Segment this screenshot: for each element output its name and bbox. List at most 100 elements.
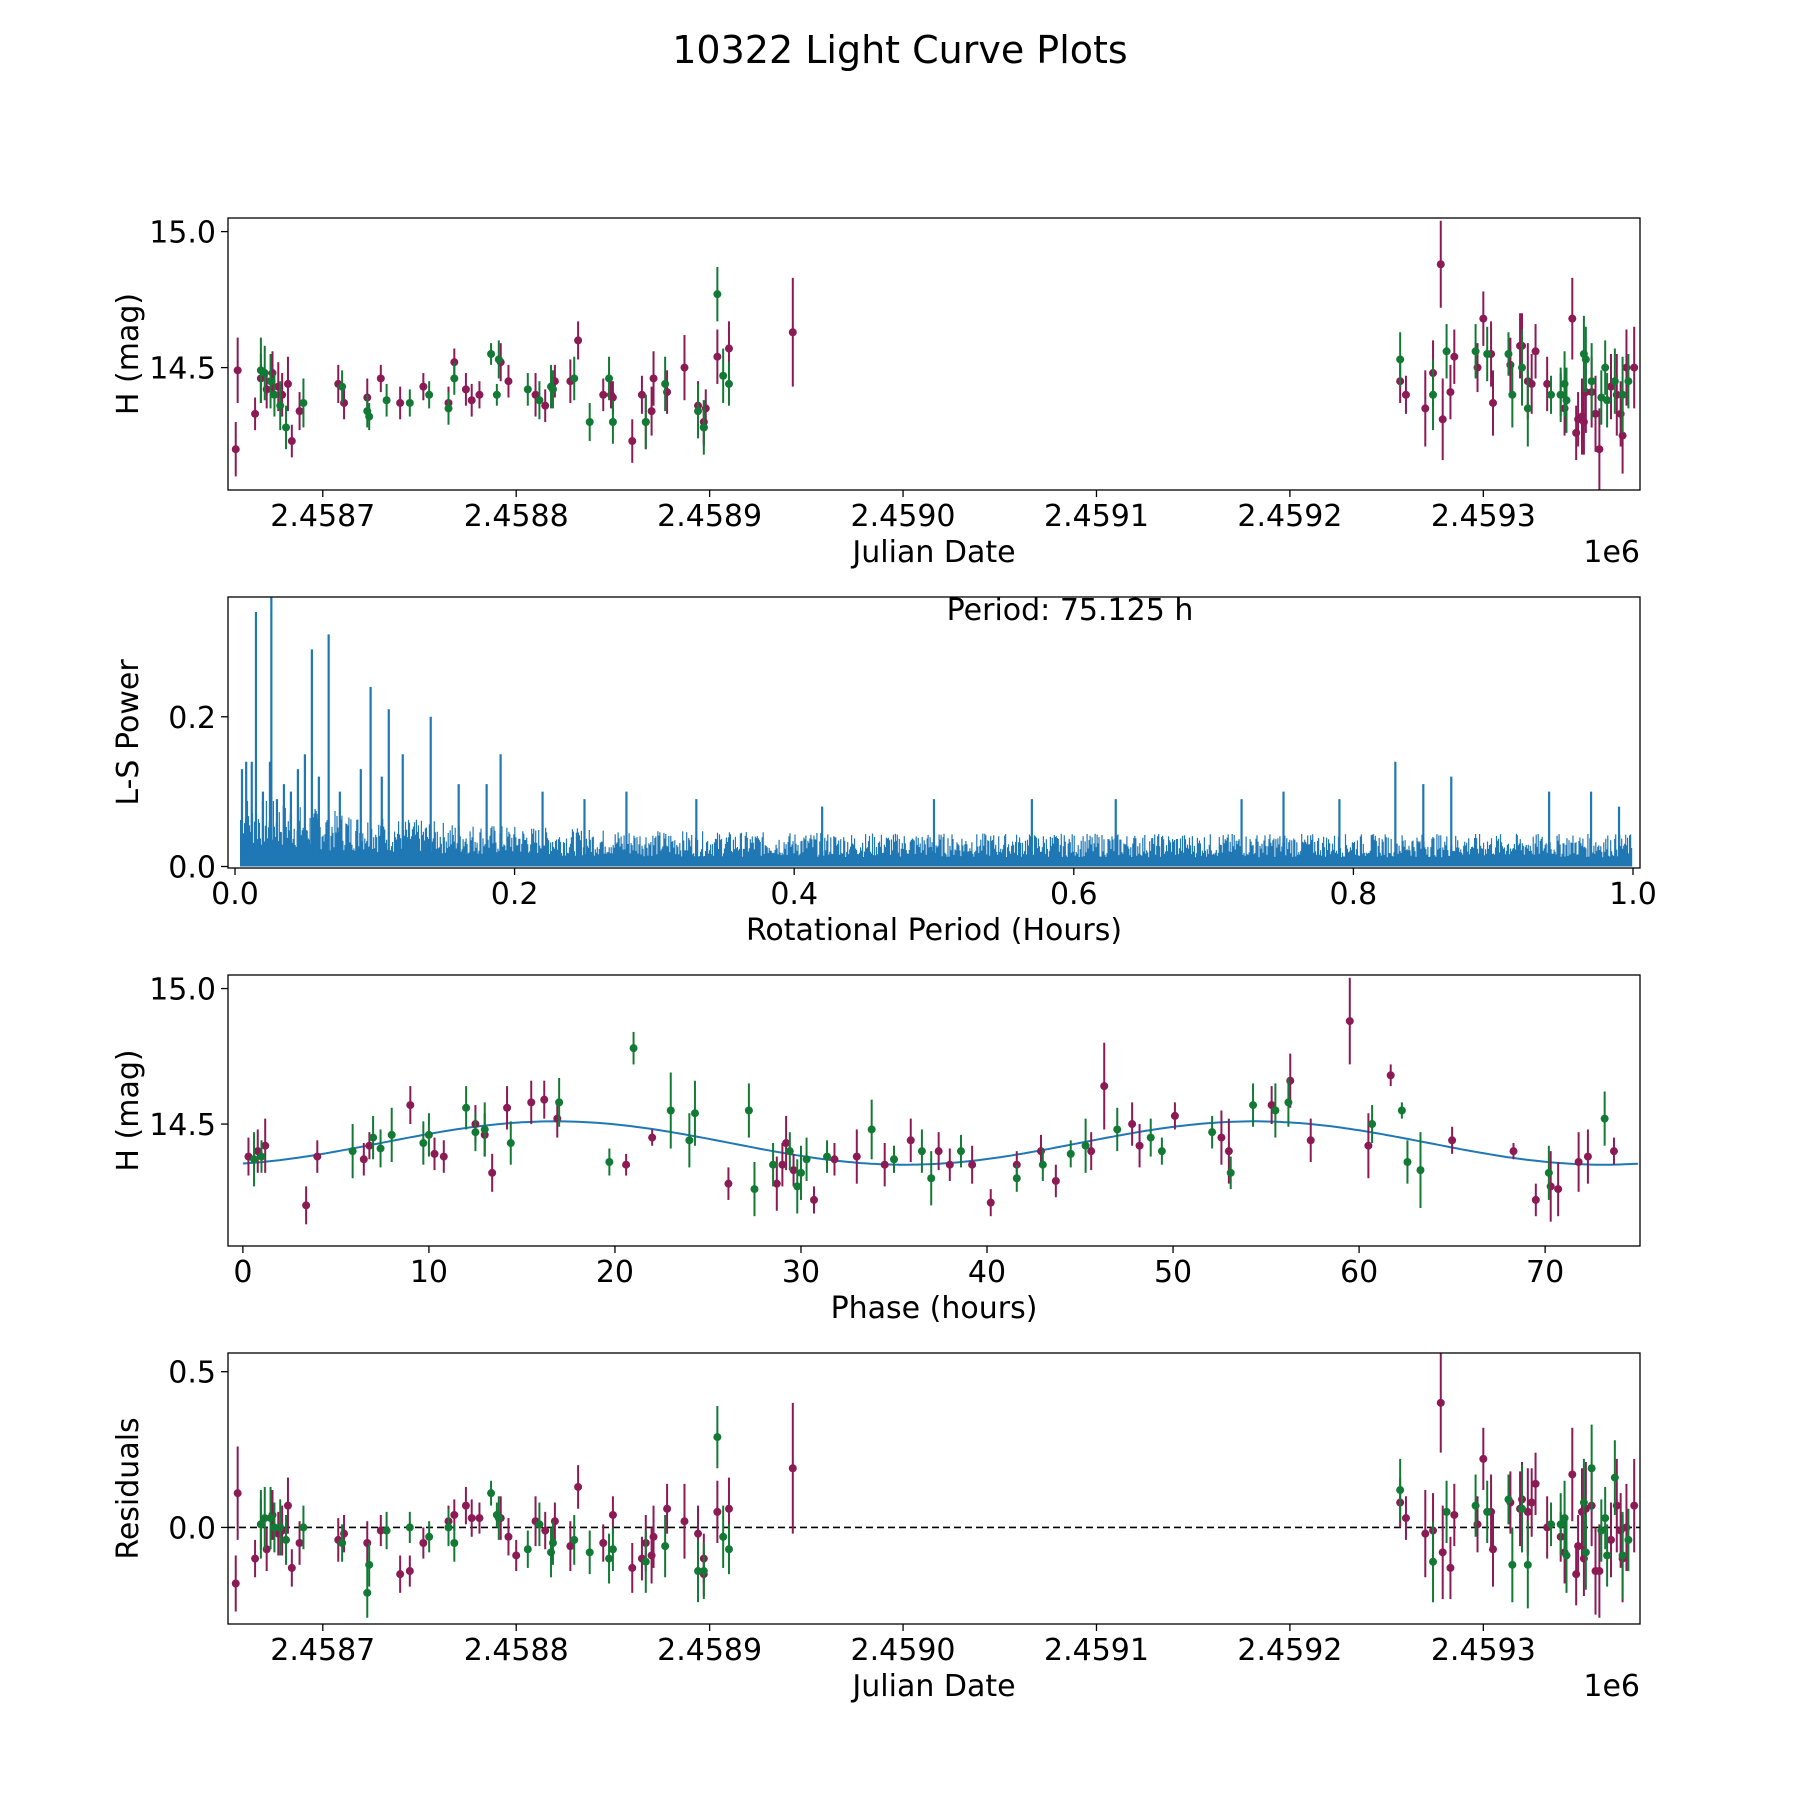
marker [283,1501,292,1510]
marker [1574,1157,1583,1166]
data-point-purple [541,389,550,422]
marker [1568,1470,1577,1479]
data-point-purple [628,1543,637,1593]
data-point-purple [810,1186,819,1214]
data-point-green [523,1530,532,1568]
marker [282,423,291,432]
marker [1208,1128,1217,1137]
marker [1600,1114,1609,1123]
marker [302,1201,311,1210]
x-tick-label: 2.4590 [851,1633,956,1668]
marker [599,1539,608,1548]
axes-frame [227,217,1641,491]
marker [1601,1514,1610,1523]
data-point-green [1012,1164,1021,1192]
x-tick-label: 2.4590 [851,499,956,534]
marker [823,1152,832,1161]
marker [719,1532,728,1541]
data-point-green [666,1072,675,1149]
data-point-purple [1448,1126,1457,1154]
data-point-green [1581,326,1590,393]
marker [663,1504,672,1513]
marker [1624,1535,1633,1544]
x-tick-label: 2.4593 [1431,499,1536,534]
data-point-green [1523,370,1532,447]
x-tick-label: 40 [968,1255,1006,1290]
data-point-purple [880,1143,889,1187]
data-point-green [1618,1511,1627,1600]
marker [1217,1133,1226,1142]
data-point-purple [531,373,540,417]
marker [713,290,722,299]
marker [1556,390,1565,399]
marker [1438,1548,1447,1557]
data-point-purple [233,337,242,403]
marker [1284,1098,1293,1107]
marker [1606,1535,1615,1544]
marker [1170,1111,1179,1120]
marker [444,1523,453,1532]
marker [475,1514,484,1523]
data-point-green [257,1140,266,1173]
marker [419,1539,428,1548]
data-point-purple [503,1086,512,1130]
data-point-purple [313,1140,322,1173]
data-point-purple [1421,1490,1430,1578]
marker [535,396,544,405]
marker [494,355,503,364]
y-tick-label: 0.2 [168,701,216,736]
data-point-purple [566,1521,575,1572]
marker [1479,314,1488,323]
x-axis-label: Phase (hours) [831,1291,1038,1326]
marker [605,374,614,383]
data-point-green [1610,348,1619,414]
data-point-green [444,392,453,425]
marker [927,1174,936,1183]
marker [724,1179,733,1188]
data-point-green [1562,367,1571,433]
data-point-green [1610,1440,1619,1515]
data-point-green [535,1502,544,1547]
marker [260,1514,269,1523]
data-point-green [629,1031,638,1065]
data-point-green [1157,1137,1166,1165]
x-tick-label: 10 [410,1255,448,1290]
x-tick-label: 2.4591 [1044,499,1149,534]
data-point-purple [680,334,689,401]
marker [1429,390,1438,399]
x-axis-label: Julian Date [850,535,1015,570]
marker [968,1160,977,1169]
data-point-purple [1606,1502,1615,1578]
data-point-green [1208,1115,1217,1149]
marker [261,1141,270,1150]
marker [694,407,703,416]
marker [608,1510,617,1519]
marker [1610,377,1619,386]
data-point-green [1249,1083,1258,1127]
marker [555,1098,564,1107]
marker [1527,379,1536,388]
marker [492,390,501,399]
marker [338,382,347,391]
marker [1547,390,1556,399]
marker [506,1139,515,1148]
data-point-green [1081,1118,1090,1173]
data-point-green [1284,1077,1293,1127]
data-point-purple [1595,1524,1604,1618]
data-point-purple [396,386,405,420]
marker [608,1545,617,1554]
data-point-purple [830,1143,839,1176]
x-axis-label: Rotational Period (Hours) [746,913,1122,948]
marker [1523,404,1532,413]
marker [376,1144,385,1153]
marker [419,1139,428,1148]
marker [744,1106,753,1115]
data-point-purple [1568,1427,1577,1522]
axes-frame [227,596,1641,869]
marker [1581,355,1590,364]
data-point-green [1547,1502,1556,1547]
data-point-purple [1527,1468,1536,1537]
marker [1618,431,1627,440]
